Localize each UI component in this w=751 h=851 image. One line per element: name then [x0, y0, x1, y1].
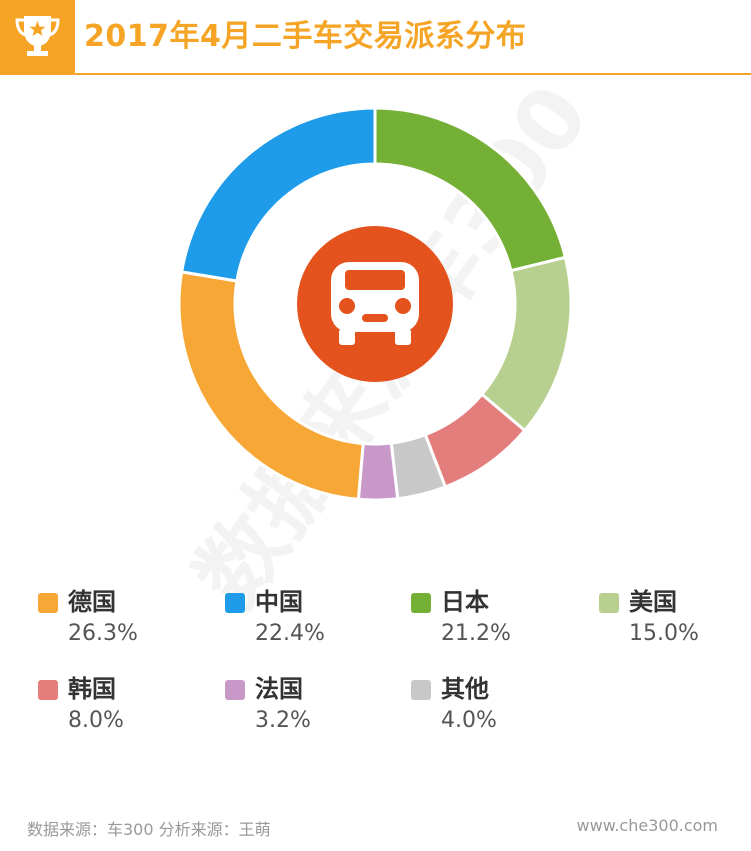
header-bar: 2017年4月二手车交易派系分布 — [0, 0, 751, 75]
legend-value: 22.4% — [255, 621, 325, 646]
legend-swatch — [411, 593, 431, 613]
legend-label: 德国 — [68, 588, 116, 616]
legend-label: 美国 — [629, 588, 677, 616]
legend-value: 3.2% — [255, 708, 311, 733]
legend-label: 韩国 — [68, 675, 116, 703]
legend-swatch — [225, 680, 245, 700]
legend-value: 21.2% — [441, 621, 511, 646]
legend-value: 8.0% — [68, 708, 124, 733]
legend-swatch — [225, 593, 245, 613]
center-badge — [297, 226, 453, 382]
donut-slices — [177, 106, 573, 502]
website-link[interactable]: www.che300.com — [576, 816, 718, 835]
legend-label: 法国 — [255, 675, 303, 703]
page-title: 2017年4月二手车交易派系分布 — [84, 19, 527, 54]
car-icon — [331, 262, 419, 345]
legend-value: 26.3% — [68, 621, 138, 646]
legend-swatch — [38, 593, 58, 613]
legend-label: 其他 — [441, 675, 489, 703]
legend-label: 日本 — [441, 588, 489, 616]
legend-label: 中国 — [255, 588, 303, 616]
trophy-icon — [15, 16, 60, 56]
legend-swatch — [599, 593, 619, 613]
legend-value: 15.0% — [629, 621, 699, 646]
source-note: 数据来源：车300 分析来源：王萌 — [27, 820, 271, 839]
donut-slice-6 — [356, 441, 400, 502]
donut-chart — [177, 106, 573, 502]
legend-swatch — [411, 680, 431, 700]
trophy-badge — [0, 0, 75, 73]
legend-swatch — [38, 680, 58, 700]
donut-slice-2 — [179, 106, 377, 283]
legend-value: 4.0% — [441, 708, 497, 733]
